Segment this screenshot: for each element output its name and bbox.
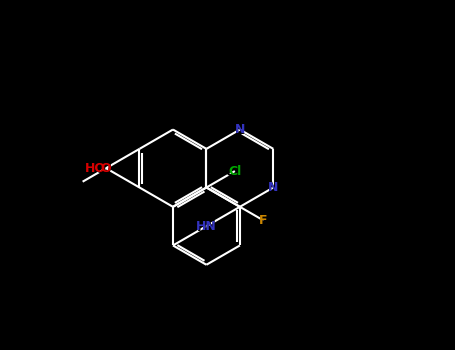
Text: N: N (235, 123, 245, 136)
Text: Cl: Cl (228, 164, 242, 177)
Text: O: O (101, 161, 111, 176)
Text: N: N (235, 122, 245, 137)
Text: F: F (258, 213, 268, 228)
Text: O: O (101, 162, 111, 175)
Text: N: N (268, 181, 278, 194)
Text: HO: HO (85, 162, 106, 175)
Text: F: F (259, 214, 268, 227)
Text: HO: HO (86, 161, 106, 176)
Text: HN: HN (197, 219, 216, 234)
Text: Cl: Cl (225, 163, 245, 178)
Text: HN: HN (196, 220, 217, 233)
Text: N: N (268, 180, 278, 195)
